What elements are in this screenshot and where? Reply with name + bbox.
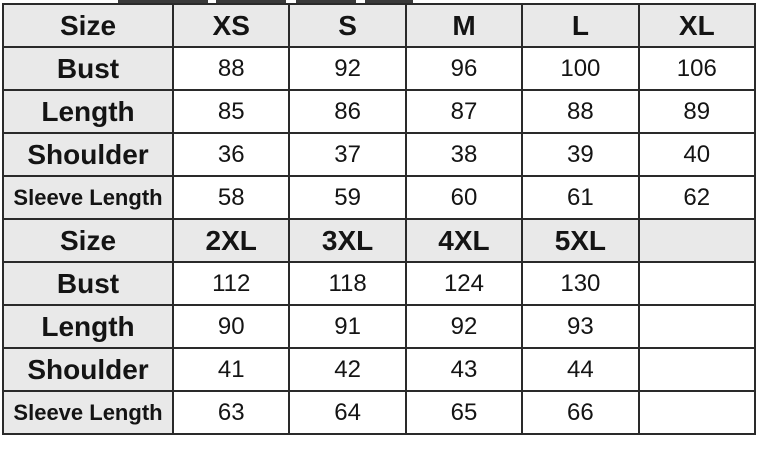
table-row: Length 85 86 87 88 89 xyxy=(2,89,757,134)
table-row: Size XS S M L XL xyxy=(2,3,757,48)
measurement-value: 87 xyxy=(404,89,524,134)
measurement-label: Bust xyxy=(2,261,174,306)
measurement-value: 59 xyxy=(288,175,407,220)
measurement-value xyxy=(637,261,757,306)
measurement-value: 65 xyxy=(404,390,524,435)
measurement-value: 112 xyxy=(171,261,291,306)
size-header-cell: 3XL xyxy=(288,218,407,263)
measurement-value xyxy=(637,304,757,349)
size-chart-table: Size XS S M L XL Bust 88 92 96 100 106 L… xyxy=(2,3,757,435)
size-header-cell: XS xyxy=(171,3,291,48)
measurement-value: 41 xyxy=(171,347,291,392)
measurement-label: Bust xyxy=(2,46,174,91)
measurement-label: Shoulder xyxy=(2,347,174,392)
size-header-cell: S xyxy=(288,3,407,48)
size-header-cell xyxy=(637,218,757,263)
measurement-value: 62 xyxy=(637,175,757,220)
size-header-cell: 2XL xyxy=(171,218,291,263)
table-row: Length 90 91 92 93 xyxy=(2,304,757,349)
measurement-value: 64 xyxy=(288,390,407,435)
measurement-value: 92 xyxy=(288,46,407,91)
measurement-value: 36 xyxy=(171,132,291,177)
table-row: Shoulder 36 37 38 39 40 xyxy=(2,132,757,177)
size-header-cell: 4XL xyxy=(404,218,524,263)
table-row: Size 2XL 3XL 4XL 5XL xyxy=(2,218,757,263)
measurement-value: 63 xyxy=(171,390,291,435)
measurement-value: 60 xyxy=(404,175,524,220)
measurement-value: 58 xyxy=(171,175,291,220)
measurement-value: 124 xyxy=(404,261,524,306)
measurement-value: 118 xyxy=(288,261,407,306)
measurement-value: 90 xyxy=(171,304,291,349)
measurement-value: 130 xyxy=(521,261,640,306)
cropped-title-remnant xyxy=(118,0,422,4)
table-row: Bust 88 92 96 100 106 xyxy=(2,46,757,91)
measurement-value: 40 xyxy=(637,132,757,177)
measurement-value: 100 xyxy=(521,46,640,91)
size-header-label: Size xyxy=(2,218,174,263)
size-header-label: Size xyxy=(2,3,174,48)
measurement-label: Shoulder xyxy=(2,132,174,177)
measurement-value: 38 xyxy=(404,132,524,177)
table-row: Sleeve Length 58 59 60 61 62 xyxy=(2,175,757,220)
size-header-cell: XL xyxy=(637,3,757,48)
measurement-value: 93 xyxy=(521,304,640,349)
measurement-label: Length xyxy=(2,89,174,134)
size-header-cell: 5XL xyxy=(521,218,640,263)
size-header-cell: M xyxy=(404,3,524,48)
measurement-value: 85 xyxy=(171,89,291,134)
measurement-value: 106 xyxy=(637,46,757,91)
measurement-label: Sleeve Length xyxy=(2,175,174,220)
measurement-value: 66 xyxy=(521,390,640,435)
measurement-value: 86 xyxy=(288,89,407,134)
measurement-value xyxy=(637,347,757,392)
measurement-label: Length xyxy=(2,304,174,349)
measurement-value: 96 xyxy=(404,46,524,91)
measurement-value: 89 xyxy=(637,89,757,134)
measurement-value: 61 xyxy=(521,175,640,220)
table-row: Bust 112 118 124 130 xyxy=(2,261,757,306)
measurement-value: 88 xyxy=(171,46,291,91)
measurement-value: 92 xyxy=(404,304,524,349)
measurement-value: 43 xyxy=(404,347,524,392)
table-row: Sleeve Length 63 64 65 66 xyxy=(2,390,757,435)
measurement-value: 88 xyxy=(521,89,640,134)
measurement-value: 91 xyxy=(288,304,407,349)
table-row: Shoulder 41 42 43 44 xyxy=(2,347,757,392)
measurement-value: 44 xyxy=(521,347,640,392)
measurement-label: Sleeve Length xyxy=(2,390,174,435)
measurement-value: 42 xyxy=(288,347,407,392)
measurement-value: 39 xyxy=(521,132,640,177)
measurement-value xyxy=(637,390,757,435)
size-header-cell: L xyxy=(521,3,640,48)
measurement-value: 37 xyxy=(288,132,407,177)
